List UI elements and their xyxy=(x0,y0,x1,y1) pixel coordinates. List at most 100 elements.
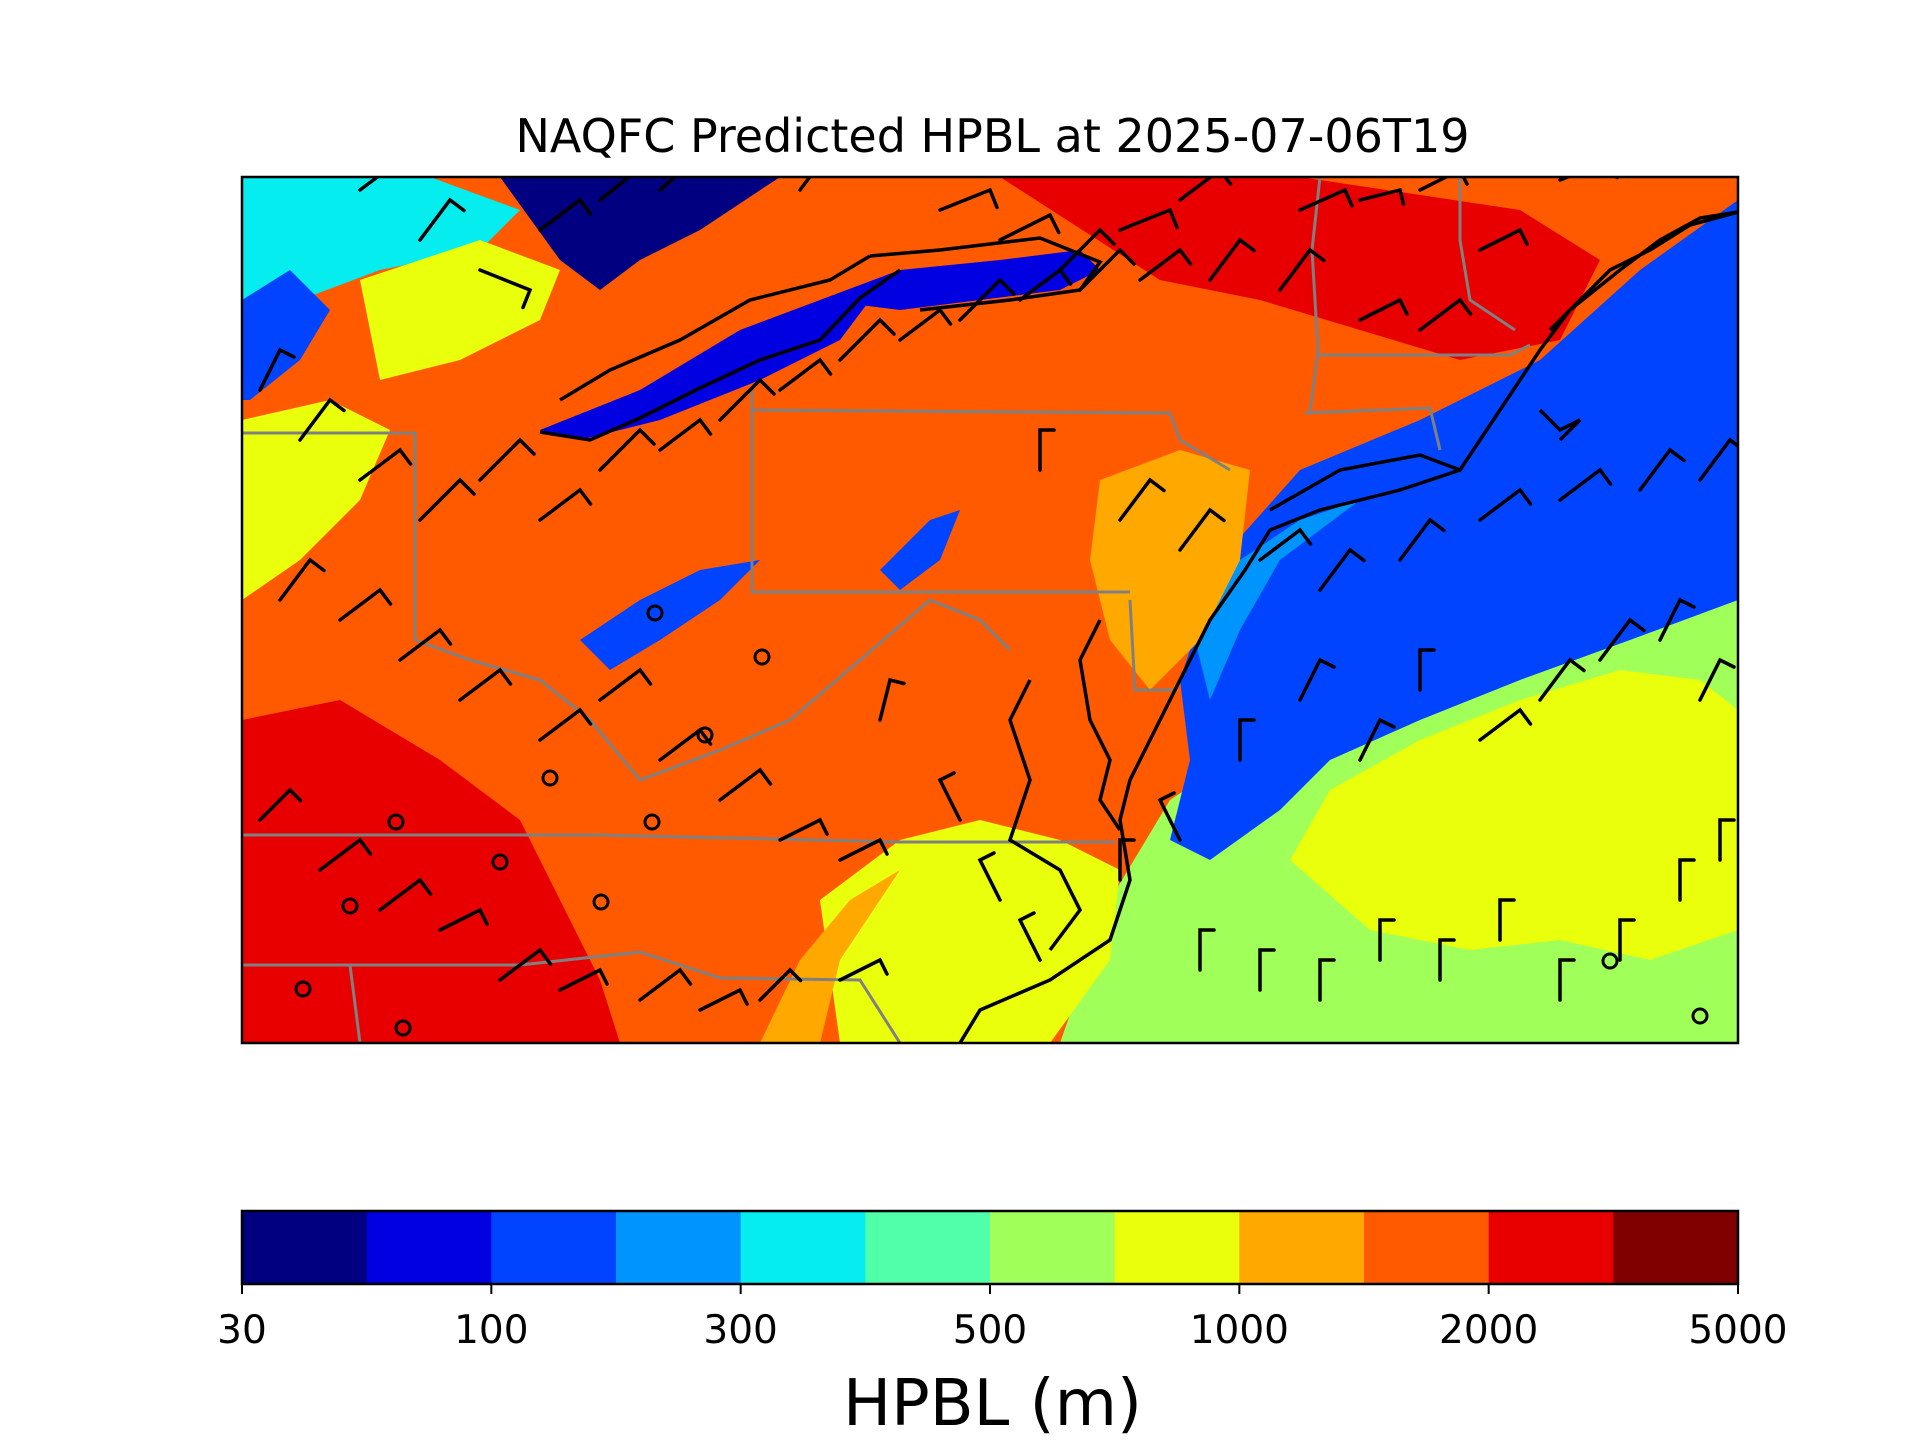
long-island xyxy=(1269,453,1461,512)
wind-barb xyxy=(378,877,433,912)
colorbar-ticks xyxy=(241,1284,1739,1294)
wind-barb xyxy=(418,197,466,242)
calm-wind-circle xyxy=(1691,1007,1709,1025)
wind-barb xyxy=(1278,247,1326,292)
tn-boundary xyxy=(348,964,362,1043)
colorbar-cell xyxy=(366,1211,492,1284)
wind-barb xyxy=(1698,657,1736,702)
wind-barb xyxy=(1358,297,1409,322)
wv-boundary xyxy=(414,598,1012,782)
wind-barb xyxy=(478,437,536,482)
lake-erie-north-shore xyxy=(559,254,871,402)
wind-barb xyxy=(1118,207,1179,232)
maine-coast xyxy=(1548,210,1738,332)
wind-barb xyxy=(638,967,693,1002)
wind-barb xyxy=(478,268,533,310)
wind-barb xyxy=(1258,948,1276,992)
wind-barb xyxy=(1118,838,1136,882)
wind-barb xyxy=(1418,297,1473,332)
colorbar-cell xyxy=(1364,1211,1490,1284)
de-md-boundary xyxy=(1128,599,1175,692)
calm-wind-circle xyxy=(541,769,559,787)
wind-barb xyxy=(258,347,296,392)
northeast-red-field xyxy=(1000,177,1600,360)
wind-barb xyxy=(1178,507,1226,552)
wind-barb xyxy=(1208,237,1256,282)
wind-barb xyxy=(1658,597,1696,642)
wind-barb xyxy=(1558,958,1576,1002)
wind-barb xyxy=(1398,517,1446,562)
wind-barbs xyxy=(258,177,1738,1012)
calm-wind-circle xyxy=(696,726,714,744)
wind-barb xyxy=(318,837,373,872)
colorbar-cell xyxy=(1239,1211,1365,1284)
wind-barb xyxy=(1038,428,1056,472)
calm-wind-circle xyxy=(753,648,771,666)
colorbar-cell xyxy=(1114,1211,1240,1284)
colorbar-tick-label: 300 xyxy=(703,1308,778,1353)
wind-barb xyxy=(938,187,999,212)
wind-barb xyxy=(937,771,962,822)
wind-barb xyxy=(977,851,1002,902)
wind-barb xyxy=(438,907,489,932)
hpbl-field xyxy=(242,177,1738,1043)
colorbar-cell xyxy=(242,1211,368,1284)
wind-barb xyxy=(1598,617,1646,662)
wind-barb xyxy=(1178,177,1233,202)
wind-barb xyxy=(1318,547,1366,592)
lake-erie-shore xyxy=(539,268,902,442)
wind-barb xyxy=(778,817,829,842)
wind-barb xyxy=(1078,247,1136,292)
wind-barb xyxy=(258,787,303,822)
southeast-orange-field xyxy=(760,870,900,1043)
colorbar-cell xyxy=(865,1211,991,1284)
ohio-boundary xyxy=(242,431,417,640)
wind-barb xyxy=(1318,958,1336,1002)
atlantic-coast-north xyxy=(958,210,1738,1043)
wind-barb xyxy=(298,397,346,442)
wind-barb xyxy=(1718,818,1736,862)
central-blue-streak xyxy=(580,560,760,670)
southwest-red-field xyxy=(242,700,620,1043)
wind-barb xyxy=(1258,527,1313,562)
chesapeake-bay-east xyxy=(1078,619,1122,831)
lake-ontario-blue xyxy=(820,250,1100,310)
wind-barb xyxy=(1358,187,1406,206)
coastlines xyxy=(539,210,1738,1043)
wind-barb xyxy=(1018,267,1073,302)
va-nc-boundary xyxy=(242,833,1115,844)
wind-barb xyxy=(758,967,803,1002)
wind-barb xyxy=(1238,718,1256,762)
colorbar-cell xyxy=(990,1211,1116,1284)
wind-barb xyxy=(1358,717,1396,762)
vermont-nh-boundary xyxy=(1458,177,1516,332)
wind-barb xyxy=(838,957,889,982)
ocean-blue-field xyxy=(1170,200,1738,860)
wind-barb xyxy=(498,947,553,982)
calm-wind-circle xyxy=(646,604,664,622)
colorbar-tick-label: 30 xyxy=(217,1308,267,1353)
wind-barb xyxy=(1498,898,1516,942)
colorbar-cells xyxy=(242,1211,1739,1284)
wind-barb xyxy=(558,967,609,992)
calm-wind-markers xyxy=(294,604,1709,1037)
wind-barb xyxy=(538,487,593,522)
colorbar-tick-label: 100 xyxy=(454,1308,529,1353)
calm-wind-circle xyxy=(294,980,312,998)
wind-barb xyxy=(998,212,1061,242)
calm-wind-circle xyxy=(394,1019,412,1037)
central-blue-spot xyxy=(880,510,960,590)
western-yellow-field xyxy=(242,400,390,600)
wind-barb xyxy=(538,197,593,232)
cape-cod xyxy=(1538,408,1582,442)
nw-cyan-field xyxy=(242,177,520,340)
colorbar-cell xyxy=(616,1211,742,1284)
calm-wind-circle xyxy=(387,813,405,831)
central-yellow-field xyxy=(360,240,560,380)
calm-wind-circle xyxy=(592,893,610,911)
wind-barb xyxy=(1298,657,1336,702)
wind-barb xyxy=(958,277,1016,322)
chart-title: NAQFC Predicted HPBL at 2025-07-06T19 xyxy=(515,109,1470,163)
wind-barb xyxy=(598,177,666,202)
